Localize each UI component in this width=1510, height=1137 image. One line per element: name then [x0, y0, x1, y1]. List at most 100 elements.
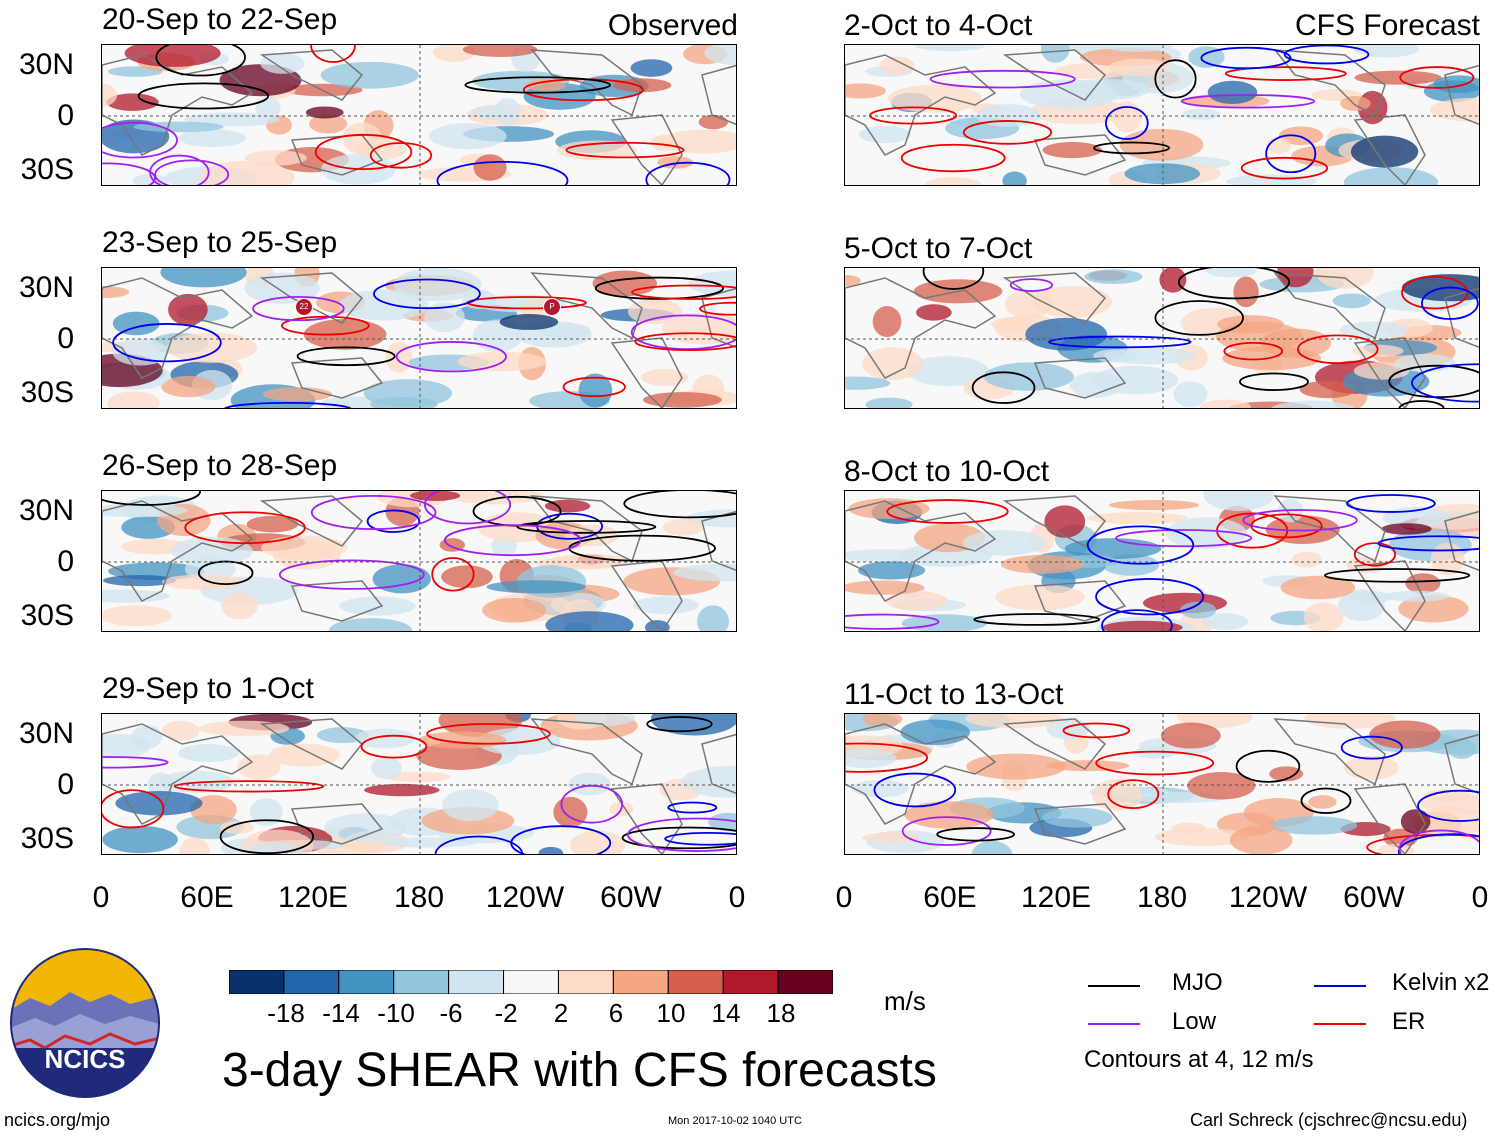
shear-anomaly-blob	[1447, 738, 1476, 760]
shear-anomaly-blob	[102, 589, 170, 603]
wave-contour	[102, 121, 178, 159]
shear-anomaly-blob	[1133, 746, 1176, 759]
shear-anomaly-blob	[1046, 717, 1090, 740]
legend-mjo-label: MJO	[1172, 969, 1223, 996]
shear-anomaly-blob	[102, 574, 177, 587]
shear-anomaly-blob	[339, 596, 416, 616]
colorbar-swatch	[722, 969, 779, 995]
wave-contour	[1095, 750, 1215, 776]
coastline	[530, 495, 643, 563]
shear-anomaly-blob	[160, 268, 247, 288]
wave-contour	[1154, 300, 1244, 336]
legend-kelvin-line-icon	[1314, 985, 1366, 987]
lon-label-180: 180	[1136, 881, 1188, 914]
wave-contour	[621, 826, 736, 850]
wave-contour	[630, 314, 736, 350]
footer-url[interactable]: ncics.org/mjo	[4, 1110, 111, 1130]
shear-anomaly-blob	[662, 518, 704, 536]
wave-contour	[699, 301, 736, 316]
shear-anomaly-blob	[1173, 381, 1208, 408]
shear-anomaly-blob	[177, 744, 240, 763]
coastline	[845, 54, 997, 156]
wave-contour	[155, 45, 246, 77]
shear-anomaly-blob	[462, 45, 538, 57]
wave-contour	[1107, 779, 1160, 810]
shear-anomaly-blob	[372, 564, 431, 594]
shear-anomaly-blob	[865, 397, 913, 408]
shear-anomaly-blob	[1299, 380, 1356, 399]
wave-contour	[1093, 141, 1171, 155]
coastline	[530, 49, 643, 117]
shear-anomaly-blob	[1382, 590, 1450, 602]
shear-anomaly-blob	[246, 515, 299, 533]
wave-contour	[886, 499, 1009, 524]
shear-anomaly-blob	[553, 796, 588, 828]
colorbar-tick-label: -2	[494, 998, 518, 1028]
shear-anomaly-blob	[879, 56, 915, 75]
colorbar-swatch	[448, 969, 505, 995]
wave-contour	[360, 734, 428, 759]
shear-anomaly-blob	[1280, 575, 1356, 600]
shear-anomaly-blob	[1203, 491, 1275, 511]
shear-anomaly-blob	[1381, 523, 1432, 535]
lat-label-30n: 30N	[18, 494, 74, 527]
shear-anomaly-blob	[862, 832, 920, 843]
shear-anomaly-blob	[1433, 75, 1479, 94]
coastline	[102, 54, 254, 156]
wave-contour	[102, 789, 165, 829]
shear-anomaly-blob	[1084, 269, 1143, 285]
shear-anomaly-blob	[845, 274, 861, 287]
shear-anomaly-blob	[385, 771, 451, 783]
shear-anomaly-blob	[1042, 142, 1102, 159]
shear-anomaly-blob	[236, 754, 281, 780]
wave-contour	[1104, 106, 1149, 140]
shear-anomaly-blob	[320, 61, 420, 89]
wave-contour	[395, 341, 507, 373]
wave-contour	[631, 284, 736, 300]
coastline	[701, 510, 736, 572]
shear-anomaly-blob	[1154, 828, 1249, 847]
shear-anomaly-blob	[1304, 714, 1396, 729]
shear-anomaly-blob	[1270, 400, 1355, 408]
lon-label-120w: 120W	[485, 881, 565, 914]
coastline	[102, 277, 254, 379]
shear-anomaly-blob	[132, 173, 168, 185]
coastline	[845, 500, 997, 602]
wave-contour	[1101, 609, 1173, 631]
wave-contour	[1062, 722, 1131, 739]
shear-anomaly-blob	[1160, 722, 1221, 749]
shear-anomaly-blob	[1182, 108, 1221, 120]
coastline	[102, 723, 254, 825]
wave-contour	[646, 716, 713, 733]
shear-anomaly-blob	[124, 45, 221, 67]
ncics-logo-icon	[10, 948, 160, 1098]
map-panel-fcst-2	[844, 267, 1480, 409]
shear-anomaly-blob	[442, 789, 499, 822]
legend-contour-note: Contours at 4, 12 m/s	[1084, 1046, 1314, 1073]
shear-anomaly-blob	[379, 837, 478, 848]
wave-contour	[310, 495, 437, 530]
shear-anomaly-blob	[1124, 163, 1201, 185]
shear-anomaly-blob	[1108, 58, 1170, 76]
shear-anomaly-blob	[1353, 362, 1410, 380]
lon-label-120w: 120W	[1228, 881, 1308, 914]
shear-anomaly-blob	[171, 536, 253, 566]
shear-anomaly-blob	[308, 114, 348, 134]
lon-label-180: 180	[393, 881, 445, 914]
lon-label-0: 0	[92, 881, 110, 914]
coastline	[1033, 580, 1127, 622]
wave-contour	[1224, 66, 1347, 81]
shear-anomaly-blob	[499, 313, 559, 330]
shear-anomaly-blob	[983, 362, 1074, 391]
wave-contour	[936, 827, 1015, 842]
shear-anomaly-blob	[1339, 321, 1408, 339]
wave-contour	[1180, 94, 1316, 109]
wave-contour	[423, 491, 512, 525]
coastline	[259, 49, 364, 101]
logo-text: NCICS	[44, 1044, 126, 1074]
coastline	[530, 718, 643, 786]
wave-contour	[1177, 268, 1291, 300]
shear-anomaly-blob	[907, 356, 989, 387]
shear-anomaly-blob	[102, 825, 178, 854]
wave-contour	[102, 162, 156, 185]
